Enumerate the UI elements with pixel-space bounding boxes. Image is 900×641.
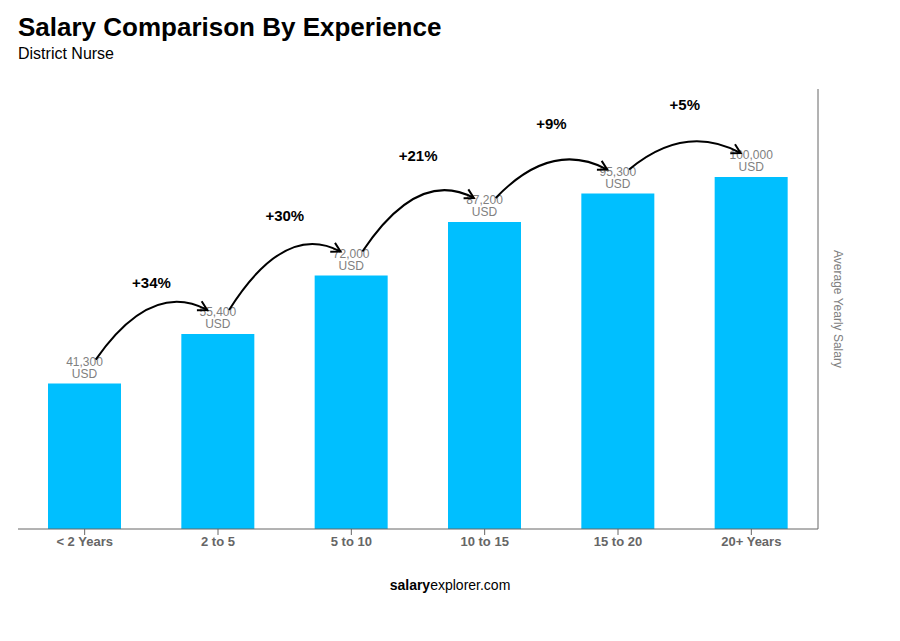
svg-text:+30%: +30% (265, 207, 304, 224)
svg-text:20+ Years: 20+ Years (721, 534, 781, 549)
html-text:USD: USD (338, 258, 364, 273)
html-text:41,300: 41,300 (66, 354, 103, 369)
html-text:USD: USD (205, 317, 231, 331)
svg-text:+9%: +9% (536, 115, 566, 132)
svg-text:+5%: +5% (670, 96, 700, 113)
html-text:55,400: 55,400 (199, 305, 237, 319)
svg-text:+34%: +34% (132, 274, 171, 291)
html-text:USD: USD (471, 205, 498, 220)
html-text:72,000: 72,000 (332, 246, 370, 261)
html-text:salary explorer.com: salary explorer.com (389, 577, 511, 593)
svg-text:10 to 15: 10 to 15 (460, 534, 508, 549)
svg-text:Average Yearly Salary: Average Yearly Salary (831, 250, 845, 368)
svg-text:100,000USD: 100,000USD (729, 148, 773, 174)
html-text:District Nurse: District Nurse (18, 45, 114, 62)
html-text:Salary Comparison By Experienc: Salary Comparison By Experience (18, 12, 442, 42)
svg-text:15 to 20: 15 to 20 (594, 534, 642, 549)
svg-text:+21%: +21% (399, 147, 438, 164)
svg-text:2 to 5: 2 to 5 (201, 534, 235, 549)
html-text:95,300: 95,300 (599, 164, 637, 179)
html-text:87,200: 87,200 (466, 193, 503, 208)
html-text:USD: USD (605, 176, 631, 191)
svg-text:< 2 Years: < 2 Years (56, 534, 113, 549)
svg-text:5 to 10: 5 to 10 (331, 534, 372, 549)
html-text:USD: USD (71, 366, 98, 381)
